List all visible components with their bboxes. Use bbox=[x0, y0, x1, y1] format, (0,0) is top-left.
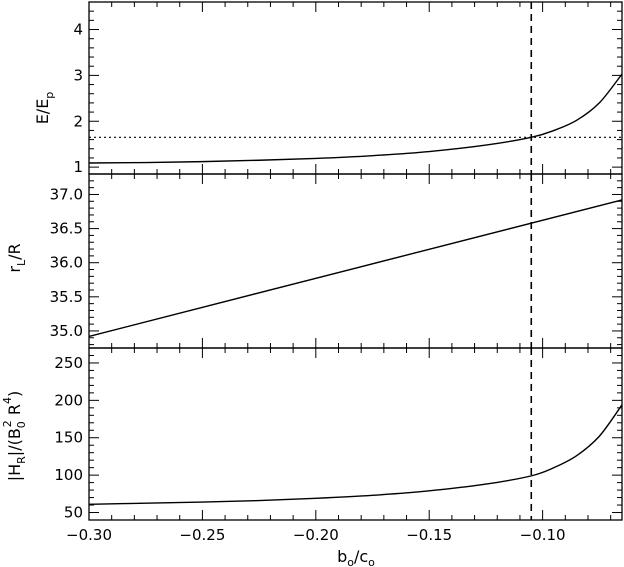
xlabel-p3: o bbox=[368, 556, 375, 567]
y-tick-label: 35.0 bbox=[50, 322, 83, 340]
ylabel-bottom-p4: 2 bbox=[1, 420, 14, 427]
ylabel-bottom-p6: 4 bbox=[1, 397, 14, 404]
xlabel-p0: b bbox=[337, 547, 347, 566]
y-tick-label: 250 bbox=[54, 354, 83, 372]
ylabel-middle-sub: L bbox=[15, 259, 28, 266]
ylabel-middle-main: r bbox=[5, 266, 24, 273]
ylabel-top-sub: p bbox=[43, 92, 56, 99]
x-tick-label: −0.15 bbox=[406, 526, 452, 544]
y-tick-label: 36.0 bbox=[50, 254, 83, 272]
plot-frame bbox=[88, 1, 623, 175]
y-tick-label: 2 bbox=[73, 112, 83, 130]
y-tick-label: 4 bbox=[73, 21, 83, 39]
xlabel-p1: o bbox=[347, 556, 354, 567]
ylabel-bottom: |HR|/(B02 R4) bbox=[1, 391, 28, 482]
ylabel-bottom-p2: |/(B bbox=[5, 428, 24, 456]
y-tick-label: 50 bbox=[64, 504, 83, 522]
y-tick-label: 3 bbox=[73, 66, 83, 84]
ylabel-bottom-p5: R bbox=[5, 404, 24, 420]
y-tick-label: 150 bbox=[54, 429, 83, 447]
series-line bbox=[88, 404, 623, 505]
y-tick-label: 37.0 bbox=[50, 185, 83, 203]
y-tick-label: 200 bbox=[54, 391, 83, 409]
x-tick-label: −0.10 bbox=[520, 526, 566, 544]
ylabel-middle-rest: /R bbox=[5, 243, 24, 260]
plot-frame bbox=[88, 347, 623, 521]
plot-frame bbox=[88, 173, 623, 349]
y-tick-label: 1 bbox=[73, 158, 83, 176]
series-line bbox=[88, 73, 623, 164]
y-tick-label: 35.5 bbox=[50, 288, 83, 306]
ylabel-top-main: E/E bbox=[33, 99, 52, 125]
x-tick-label: −0.25 bbox=[179, 526, 225, 544]
series-line bbox=[88, 199, 623, 338]
ylabel-bottom-p1: R bbox=[15, 456, 28, 464]
panel-middle: 35.0 35.5 36.0 36.5 37.0 bbox=[50, 173, 623, 349]
ylabel-middle: rL/R bbox=[5, 243, 28, 272]
xlabel-p2: /c bbox=[354, 547, 368, 566]
x-tick-label: −0.30 bbox=[66, 526, 112, 544]
panel-top: 1 2 3 4 bbox=[73, 1, 623, 176]
ylabel-bottom-p0: |H bbox=[5, 464, 24, 481]
y-tick-label: 100 bbox=[54, 466, 83, 484]
ylabel-bottom-p7: ) bbox=[5, 391, 24, 397]
panel-bottom: 50 100 150 200 250 −0.30 −0.25 −0.20 −0.15 −0.10 bbox=[54, 347, 623, 544]
ylabel-top: E/Ep bbox=[33, 92, 56, 125]
y-tick-label: 36.5 bbox=[50, 220, 83, 238]
x-tick-label: −0.20 bbox=[293, 526, 339, 544]
ylabel-bottom-p3: 0 bbox=[15, 421, 28, 428]
xlabel: bo/co bbox=[337, 547, 375, 567]
